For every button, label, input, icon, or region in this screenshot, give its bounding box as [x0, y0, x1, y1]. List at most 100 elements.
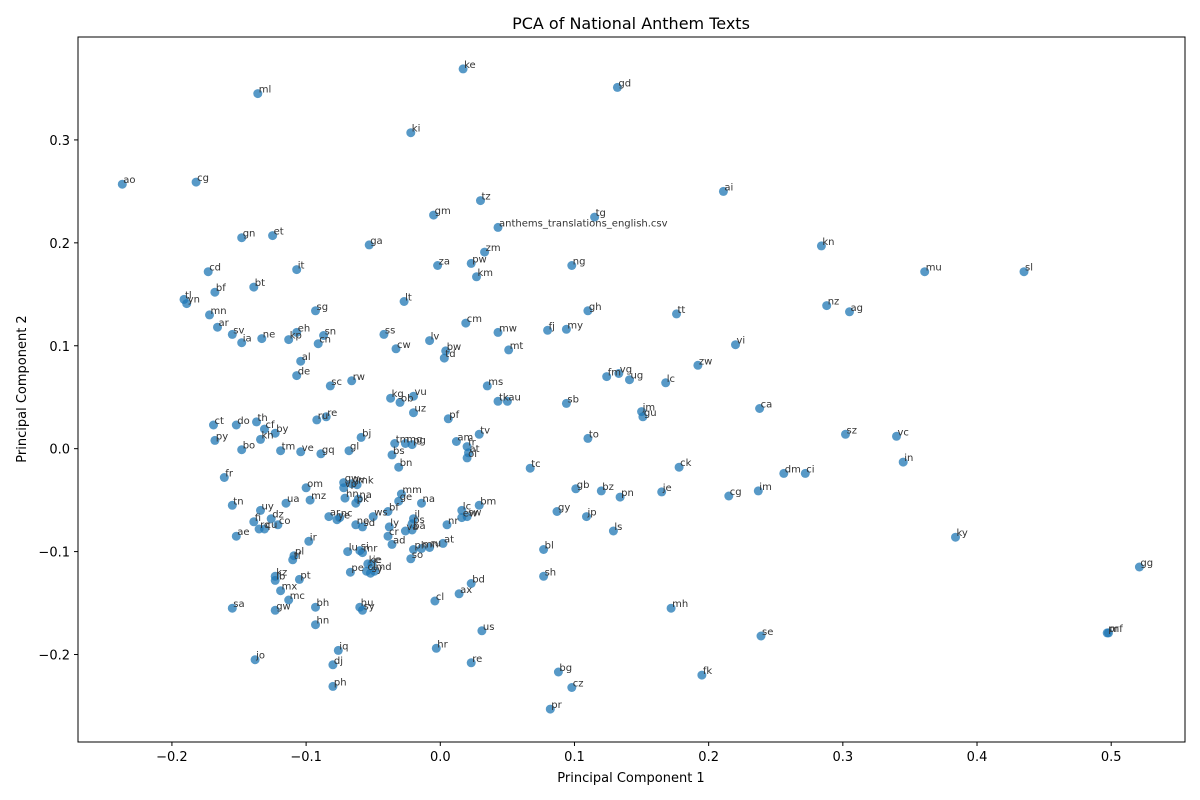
point-label-kz: kz: [276, 567, 287, 578]
data-point-ag: [845, 307, 854, 317]
point-label-lc: lc: [463, 501, 471, 512]
point-label-gh: gh: [589, 302, 602, 313]
data-point-bm: [474, 500, 484, 510]
data-point-ph: [409, 545, 418, 554]
point-label-cl: cl: [436, 592, 444, 603]
data-point-gq: [316, 449, 326, 459]
point-label-cz: cz: [573, 679, 584, 690]
data-point-nr: [442, 520, 452, 530]
point-label-ai: ai: [724, 182, 733, 193]
point-label-ae: ae: [237, 527, 249, 538]
data-point-ss: [379, 329, 389, 339]
point-label-cu: cu: [266, 520, 278, 531]
point-label-ca: ca: [761, 400, 773, 411]
data-point-cd: [203, 267, 213, 277]
data-point-am: [451, 437, 461, 446]
data-point-pw: [466, 258, 476, 268]
data-point-al: [296, 356, 306, 366]
data-point-ky: [951, 532, 960, 542]
point-label-ph: ph: [334, 677, 347, 688]
point-label-pr: pr: [1108, 624, 1119, 635]
point-label-tk: tk: [499, 392, 509, 403]
point-label-tm: tm: [282, 442, 296, 453]
point-label-cn: cn: [319, 335, 331, 346]
point-label-ar: ar: [330, 508, 341, 519]
data-point-zm: [480, 247, 490, 257]
data-point-gu: [638, 412, 648, 422]
data-point-ru: [425, 543, 435, 552]
data-point-it: [292, 265, 302, 275]
data-point-ao: [117, 179, 127, 189]
data-point-bn: [394, 462, 404, 472]
data-point-by: [270, 428, 280, 438]
point-label-cl: cl: [368, 562, 376, 573]
point-label-yn: yn: [188, 295, 200, 306]
data-point-fj: [543, 325, 553, 335]
data-point-ne: [257, 334, 267, 344]
y-tick-label: −0.2: [38, 649, 70, 664]
data-point-gn: [237, 233, 247, 243]
data-point-ar: [324, 512, 334, 522]
data-point-sd: [358, 522, 367, 532]
data-point-iq: [333, 645, 343, 655]
point-label-mw: mw: [499, 323, 517, 334]
point-label-dz: dz: [272, 510, 284, 521]
point-label-ua: ua: [287, 494, 299, 505]
data-point-vg: [614, 369, 624, 378]
point-label-ki: ki: [412, 124, 421, 135]
point-label-om: om: [307, 479, 323, 490]
point-label-mn: mn: [211, 306, 227, 317]
x-tick-label: −0.2: [156, 750, 188, 765]
point-label-sa: sa: [233, 599, 244, 610]
plot-frame: [77, 36, 1186, 743]
data-point-pf: [443, 414, 453, 424]
point-label-at: at: [444, 534, 454, 545]
y-axis-title: Principal Component 2: [15, 315, 30, 462]
data-point-gg: [1134, 562, 1144, 572]
data-point-sy: [366, 568, 375, 578]
data-point-cm: [461, 318, 471, 328]
data-point-pe: [345, 567, 355, 577]
data-point-hn: [311, 620, 320, 630]
data-point-ng: [567, 261, 577, 270]
point-label-am: am: [457, 433, 473, 444]
point-label-sh: sh: [545, 567, 557, 578]
data-point-im: [753, 486, 763, 496]
data-point-th: [252, 417, 261, 427]
data-point-hr: [431, 643, 441, 653]
point-label-fj: fj: [549, 321, 555, 332]
data-point-de: [292, 371, 302, 381]
point-label-bj: bj: [362, 428, 371, 439]
data-point-mh: [666, 603, 676, 613]
data-point-jp: [582, 512, 591, 522]
data-point-bw: [441, 346, 451, 356]
data-point-lc: [457, 505, 467, 515]
point-label-gg: gg: [1140, 558, 1153, 569]
point-label-ad: ad: [393, 535, 405, 546]
data-point-zw: [693, 360, 703, 370]
point-label-cr: cr: [389, 527, 399, 538]
data-point-fm: [602, 372, 612, 382]
data-point-to: [583, 433, 593, 443]
data-point-py: [210, 435, 220, 445]
data-point-pn: [615, 492, 625, 502]
data-point-vp: [339, 483, 349, 493]
point-label-dj: dj: [334, 656, 343, 667]
data-point-ru: [312, 415, 322, 425]
data-point-bl: [539, 545, 549, 554]
point-label-mz: mz: [311, 491, 326, 502]
point-label-mm: mm: [402, 485, 421, 496]
data-point-lt: [399, 297, 409, 306]
data-point-tk: [493, 396, 503, 406]
point-label-bo: bo: [243, 441, 255, 452]
point-label-ew: ew: [463, 509, 477, 520]
point-label-nr: nr: [448, 516, 459, 527]
point-label-mc: mc: [290, 591, 305, 602]
data-point-my: [561, 324, 571, 334]
point-label-sz: sz: [847, 425, 857, 436]
point-label-pk: pk: [357, 494, 369, 505]
point-label-bm: bm: [480, 496, 496, 507]
x-tick-label: 0.2: [698, 750, 719, 765]
point-label-ie: ie: [373, 555, 382, 566]
data-point-sy: [358, 605, 367, 615]
